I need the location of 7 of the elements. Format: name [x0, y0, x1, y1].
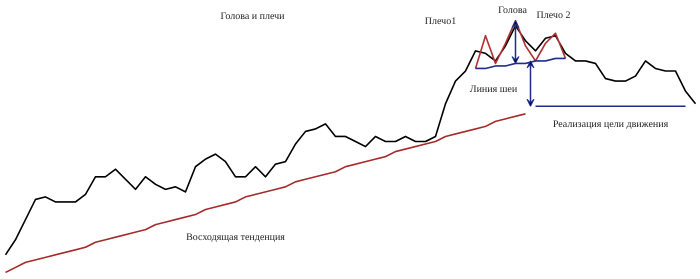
annotation: Реализация цели движения — [552, 119, 669, 130]
text: Голова — [498, 5, 528, 16]
annotation: Восходящая тенденция — [186, 232, 286, 243]
annotation: Плечо 2 — [536, 10, 570, 22]
annotation: Линия шеи — [470, 84, 518, 96]
chart-title: Голова и плечи — [220, 11, 286, 22]
annotation: Плечо1 — [424, 16, 456, 28]
